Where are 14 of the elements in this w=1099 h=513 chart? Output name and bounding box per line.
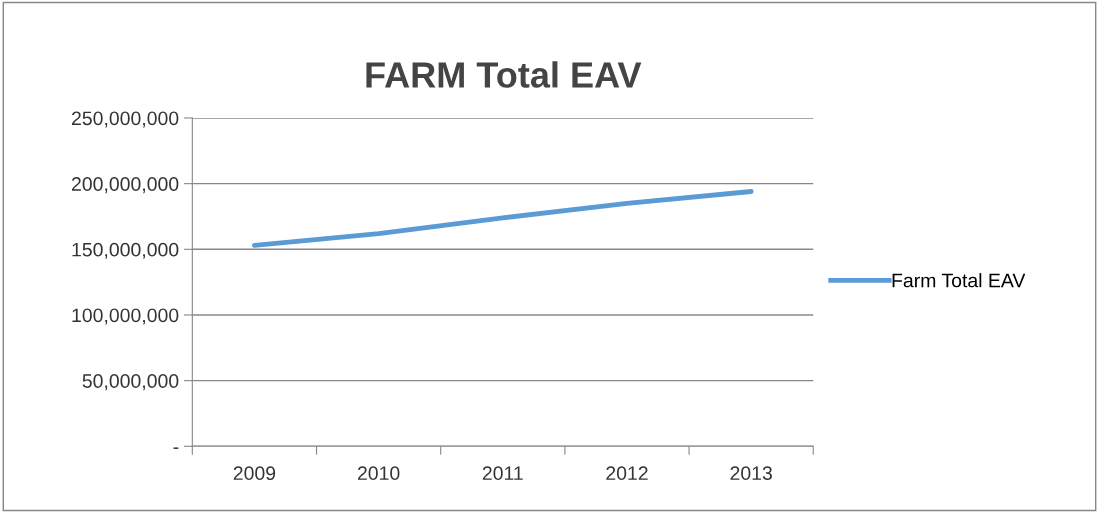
y-tick-label: 150,000,000 — [72, 242, 179, 259]
chart-title: FARM Total EAV — [366, 61, 642, 88]
x-tick-label: 2013 — [730, 466, 772, 481]
legend-label: Farm Total EAV — [892, 273, 1026, 288]
x-tick-label: 2009 — [233, 466, 276, 481]
y-tick-label: - — [173, 447, 179, 449]
y-tick-label: 200,000,000 — [71, 177, 179, 194]
y-tick-label: 250,000,000 — [71, 111, 179, 128]
x-tick-label: 2010 — [357, 466, 400, 481]
x-tick-label: 2011 — [482, 466, 523, 481]
line-series — [251, 189, 754, 248]
x-tick-label: 2012 — [606, 466, 648, 481]
y-tick-label: 50,000,000 — [82, 374, 179, 391]
y-tick-label: 100,000,000 — [72, 308, 179, 325]
